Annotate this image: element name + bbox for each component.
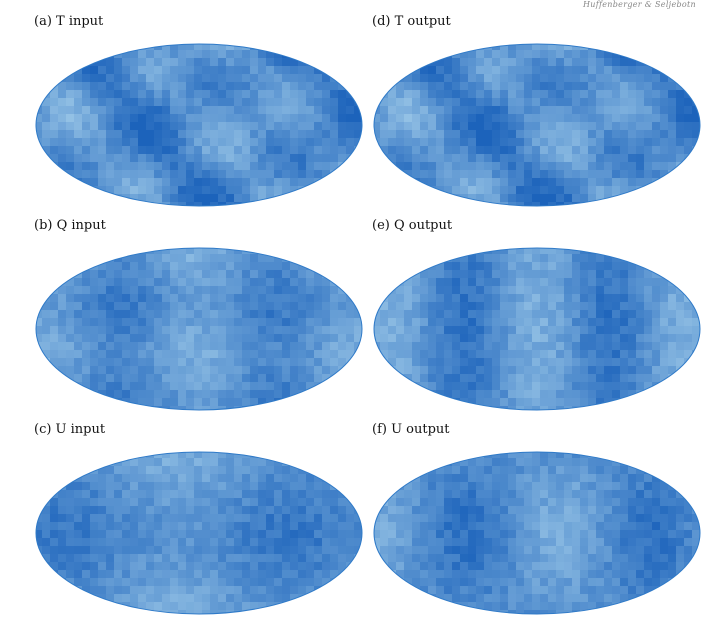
panel-label: (f) U output (372, 422, 450, 437)
panel-label: (b) Q input (34, 218, 106, 233)
running-head: Huffenberger & Seljebotn (583, 0, 696, 9)
mollweide-map (372, 450, 702, 616)
panel-t-input: (a) T input (34, 14, 364, 214)
mollweide-map (372, 42, 702, 208)
panel-label: (e) Q output (372, 218, 453, 233)
mollweide-map (372, 246, 702, 412)
panel-label: (c) U input (34, 422, 106, 437)
mollweide-map (34, 450, 364, 616)
panel-u-output: (f) U output (372, 422, 702, 622)
mollweide-map (34, 42, 364, 208)
panel-t-output: (d) T output (372, 14, 702, 214)
panel-label: (d) T output (372, 14, 451, 29)
panel-q-input: (b) Q input (34, 218, 364, 418)
panel-q-output: (e) Q output (372, 218, 702, 418)
panel-u-input: (c) U input (34, 422, 364, 622)
mollweide-map (34, 246, 364, 412)
panel-label: (a) T input (34, 14, 104, 29)
